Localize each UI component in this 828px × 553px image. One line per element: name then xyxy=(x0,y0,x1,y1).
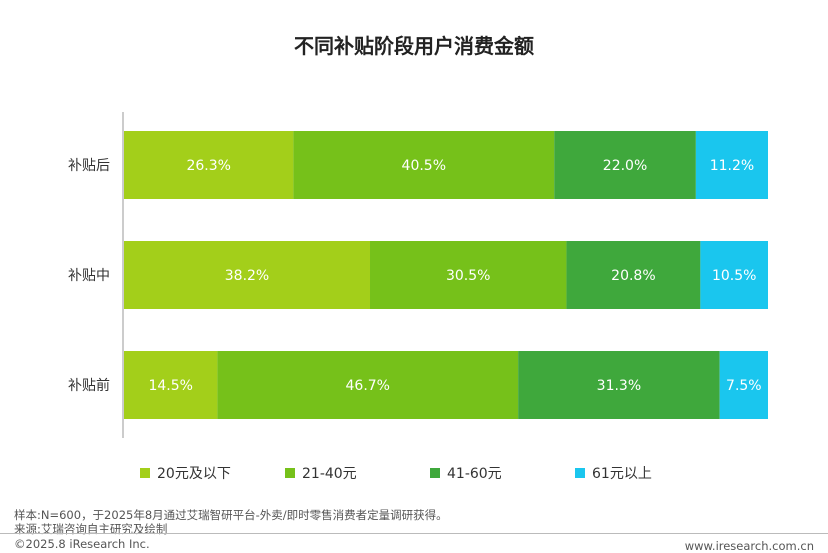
data-label: 10.5% xyxy=(712,268,756,284)
bar-segment xyxy=(719,351,768,419)
bar-segment xyxy=(566,241,701,309)
legend-item: 20元及以下 xyxy=(140,463,285,483)
data-label: 11.2% xyxy=(710,158,754,174)
bar-segment xyxy=(554,131,696,199)
legend-swatch xyxy=(140,468,150,478)
stacked-bar-chart: 补贴后 26.3% 40.5% 22.0% 11.2% 补贴中 38.2% 30.5% 20.8… xyxy=(68,112,768,438)
footer-divider xyxy=(0,533,828,534)
data-label: 14.5% xyxy=(148,378,192,394)
legend-item: 61元以上 xyxy=(575,463,720,483)
data-label: 46.7% xyxy=(346,378,390,394)
bar-segment xyxy=(700,241,768,309)
category-label: 补贴后 xyxy=(68,158,110,174)
legend-label: 61元以上 xyxy=(592,466,652,482)
bar-segment xyxy=(293,131,555,199)
data-label: 7.5% xyxy=(726,378,762,394)
bar-segment xyxy=(370,241,567,309)
data-label: 31.3% xyxy=(597,378,641,394)
data-label: 38.2% xyxy=(225,268,269,284)
data-label: 20.8% xyxy=(611,268,655,284)
data-label: 22.0% xyxy=(603,158,647,174)
legend-item: 21-40元 xyxy=(285,463,430,483)
legend-swatch xyxy=(430,468,440,478)
bar-segment xyxy=(695,131,768,199)
data-label: 30.5% xyxy=(446,268,490,284)
footer-url: www.iresearch.com.cn xyxy=(684,539,814,553)
footer-copyright: ©2025.8 iResearch Inc. xyxy=(14,537,150,551)
chart-title: 不同补贴阶段用户消费金额 xyxy=(294,34,534,58)
footer-note: 样本:N=600，于2025年8月通过艾瑞智研平台-外卖/即时零售消费者定量调研… xyxy=(14,508,448,522)
footer-source: 来源:艾瑞咨询自主研究及绘制 xyxy=(14,522,168,536)
legend-label: 21-40元 xyxy=(302,466,357,482)
legend-swatch xyxy=(285,468,295,478)
bar-segment xyxy=(518,351,720,419)
data-label: 40.5% xyxy=(402,158,446,174)
bar-segment xyxy=(124,131,294,199)
category-label: 补贴中 xyxy=(68,268,110,284)
legend-swatch xyxy=(575,468,585,478)
category-label: 补贴前 xyxy=(68,377,110,394)
bar-segment xyxy=(124,351,218,419)
chart-legend: 20元及以下 21-40元 41-60元 61元以上 xyxy=(140,463,720,483)
legend-item: 41-60元 xyxy=(430,463,575,483)
legend-label: 20元及以下 xyxy=(157,466,231,482)
data-label: 26.3% xyxy=(186,158,230,174)
bar-segment xyxy=(217,351,519,419)
legend-label: 41-60元 xyxy=(447,466,502,482)
bar-segment xyxy=(124,241,371,309)
